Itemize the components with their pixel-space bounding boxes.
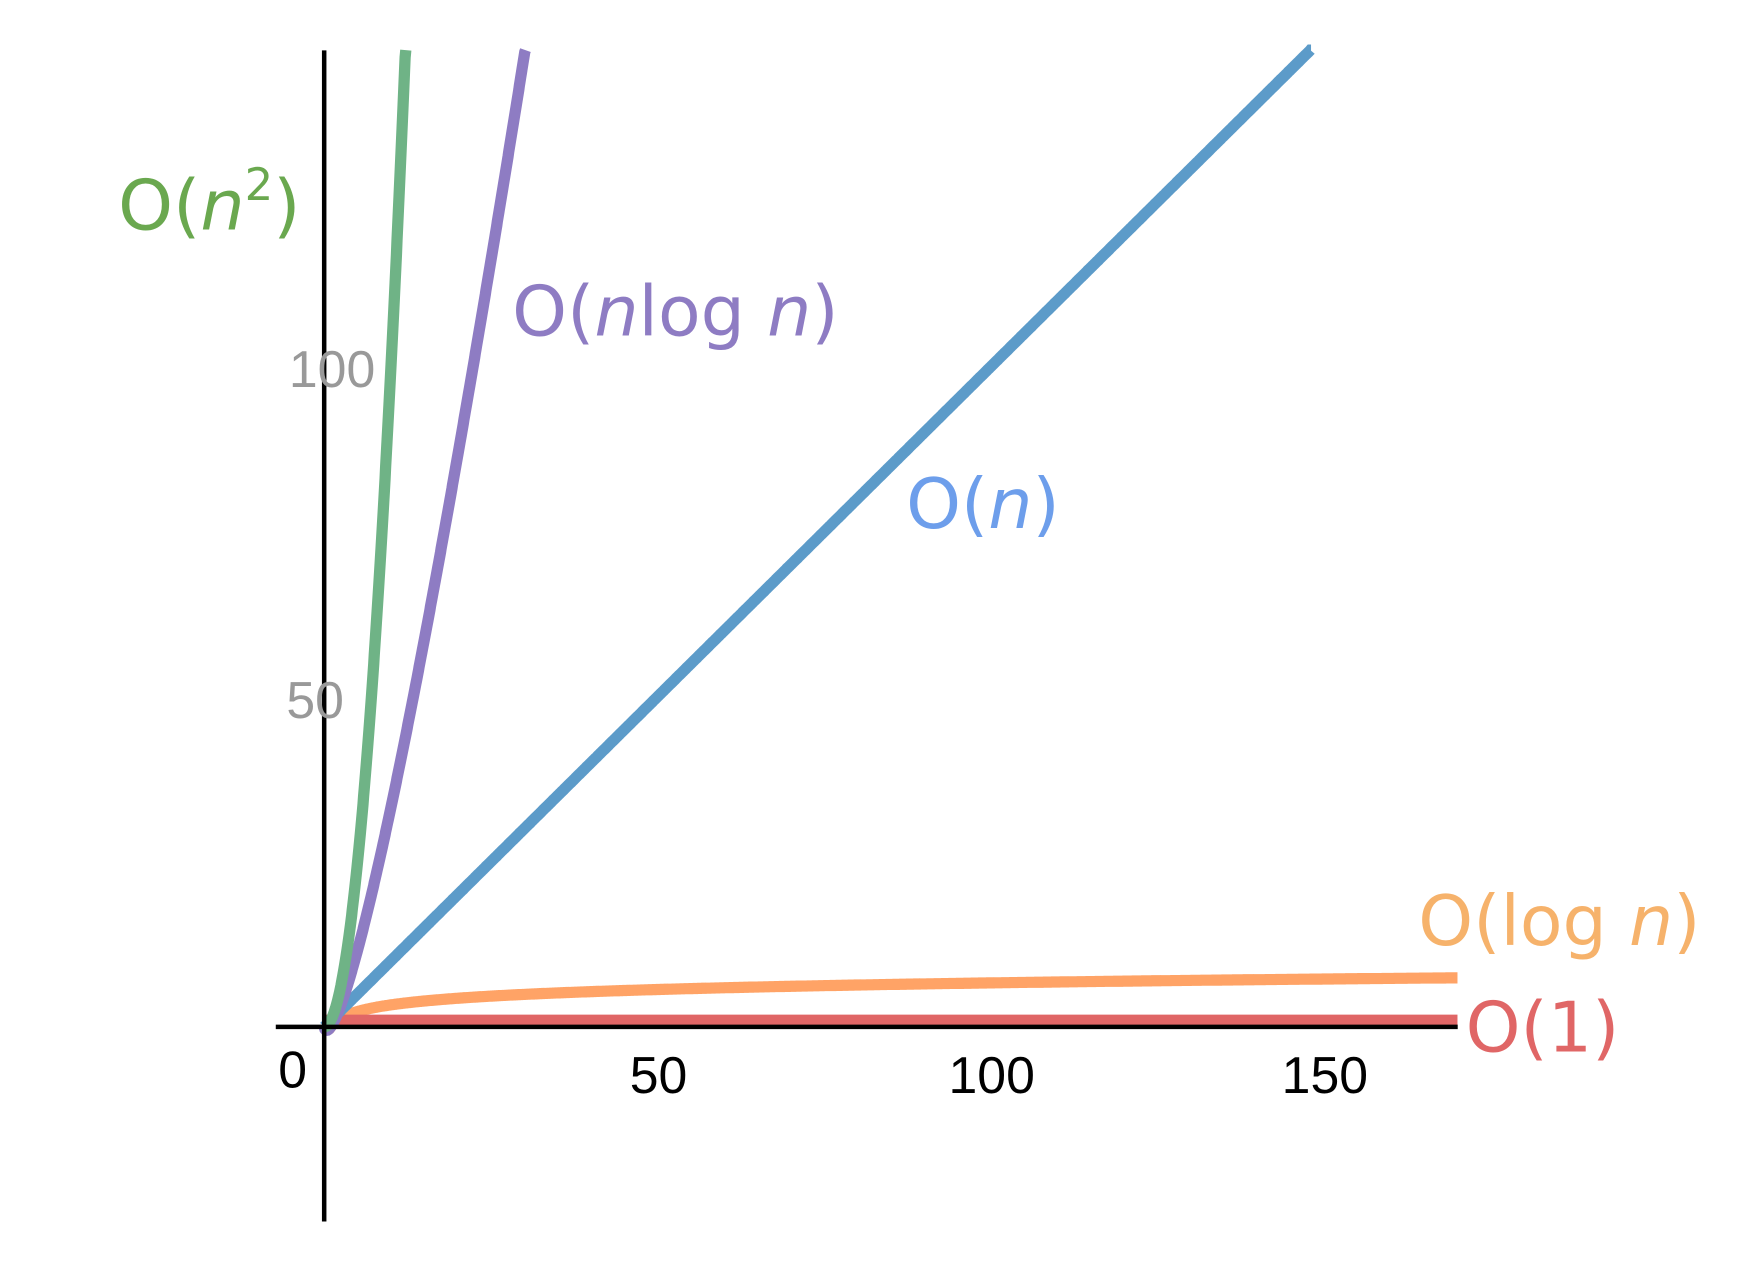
x-tick-label-0: 0 [278, 1040, 307, 1098]
label-o-n-squared: O(n2) [118, 158, 300, 246]
series-line-o-n-2 [322, 49, 412, 1033]
label-o-log-n: O(log n) [1418, 881, 1700, 962]
y-tick-label-100: 100 [289, 340, 375, 398]
y-tick-label-50: 50 [286, 671, 344, 729]
series-line-o-n [320, 44, 1315, 1031]
x-tick-label-100: 100 [948, 1046, 1034, 1104]
series-line-o-log-n [322, 972, 1458, 1034]
x-tick-label-150: 150 [1282, 1046, 1368, 1104]
label-o-n: O(n) [906, 464, 1060, 545]
label-o-n-log-n: O(nlog n) [512, 272, 838, 353]
x-tick-label-50: 50 [630, 1046, 688, 1104]
series-line-o-n-log-n [318, 48, 531, 1036]
series-curves [318, 44, 1458, 1036]
label-o-1: O(1) [1466, 988, 1620, 1069]
